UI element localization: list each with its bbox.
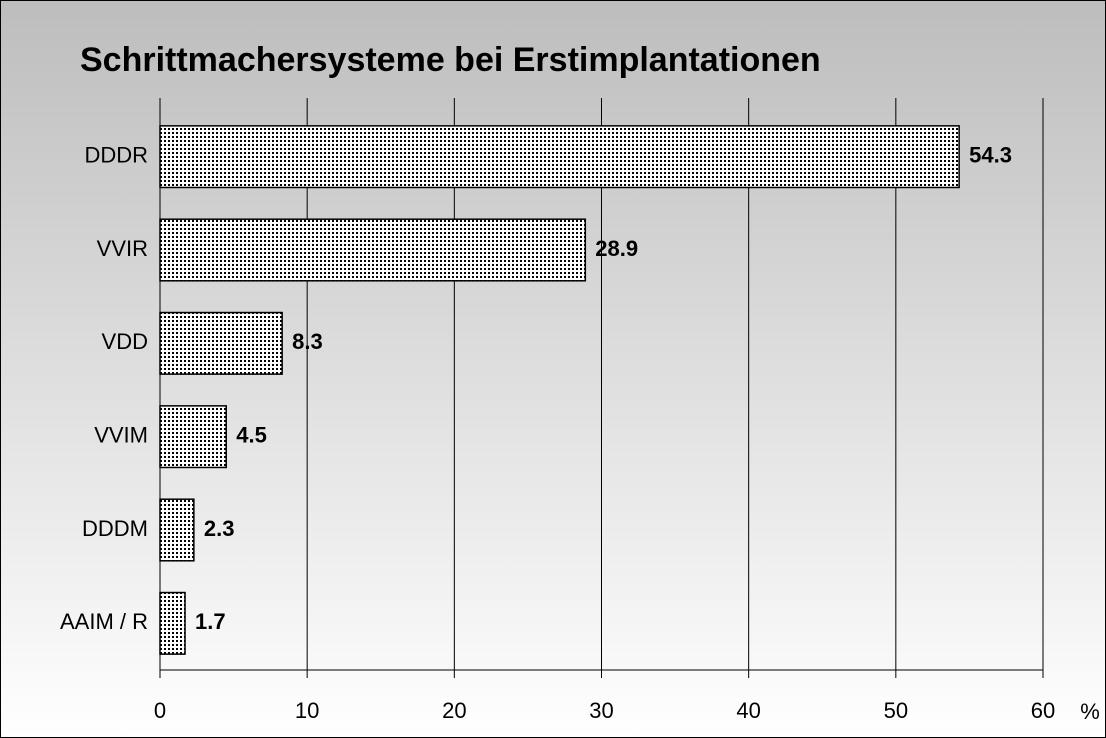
x-tick-label: 20 [442,698,466,723]
bar [159,218,587,282]
chart-title: Schrittmachersysteme bei Erstimplantatio… [80,41,821,79]
value-label: 8.3 [292,329,323,354]
x-tick-label: 60 [1031,698,1055,723]
y-tick-label: DDDM [82,516,148,541]
value-label: 2.3 [204,516,235,541]
y-tick-label: VDD [102,329,148,354]
value-label: 1.7 [195,609,226,634]
y-tick-label: VVIM [94,422,148,447]
y-tick-label: DDDR [84,142,148,167]
x-tick-label: 10 [295,698,319,723]
bar [159,125,960,189]
value-label: 54.3 [969,142,1012,167]
x-tick-label: 40 [736,698,760,723]
x-tick-label: 50 [884,698,908,723]
bar [159,311,283,375]
value-label: 4.5 [236,422,267,447]
x-tick-label: 30 [589,698,613,723]
x-axis-label: % [1080,699,1100,724]
bar [159,591,186,655]
y-tick-label: VVIR [97,236,148,261]
x-tick-label: 0 [154,698,166,723]
bar [159,498,195,562]
y-tick-label: AAIM / R [60,609,148,634]
value-label: 28.9 [595,236,638,261]
bar [159,405,227,469]
